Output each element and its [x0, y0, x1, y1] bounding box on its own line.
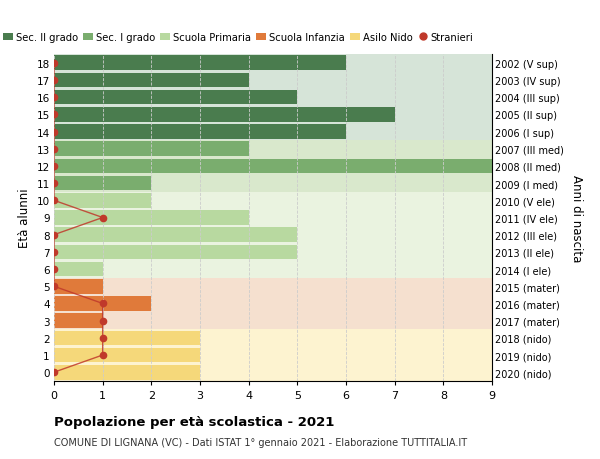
Bar: [54, 176, 151, 191]
Bar: [54, 364, 492, 381]
Bar: [54, 141, 492, 158]
Bar: [54, 125, 346, 140]
Bar: [54, 261, 492, 278]
Bar: [54, 108, 395, 123]
Bar: [54, 280, 103, 294]
Bar: [54, 194, 151, 208]
Bar: [54, 91, 298, 105]
Bar: [54, 72, 492, 90]
Bar: [54, 90, 492, 106]
Bar: [54, 142, 248, 157]
Bar: [54, 209, 492, 227]
Legend: Sec. II grado, Sec. I grado, Scuola Primaria, Scuola Infanzia, Asilo Nido, Stran: Sec. II grado, Sec. I grado, Scuola Prim…: [0, 29, 477, 47]
Bar: [54, 348, 200, 363]
Bar: [54, 106, 492, 123]
Bar: [54, 313, 492, 330]
Bar: [54, 73, 248, 88]
Bar: [54, 313, 103, 328]
Bar: [54, 227, 492, 244]
Bar: [54, 211, 248, 225]
Y-axis label: Età alunni: Età alunni: [18, 188, 31, 248]
Bar: [54, 331, 200, 345]
Bar: [54, 365, 200, 380]
Bar: [54, 297, 151, 311]
Bar: [54, 56, 346, 71]
Bar: [54, 295, 492, 313]
Text: COMUNE DI LIGNANA (VC) - Dati ISTAT 1° gennaio 2021 - Elaborazione TUTTITALIA.IT: COMUNE DI LIGNANA (VC) - Dati ISTAT 1° g…: [54, 437, 467, 447]
Bar: [54, 158, 492, 175]
Bar: [54, 330, 492, 347]
Bar: [54, 347, 492, 364]
Bar: [54, 228, 298, 242]
Y-axis label: Anni di nascita: Anni di nascita: [570, 174, 583, 262]
Bar: [54, 278, 492, 295]
Bar: [54, 55, 492, 72]
Bar: [54, 159, 492, 174]
Text: Popolazione per età scolastica - 2021: Popolazione per età scolastica - 2021: [54, 415, 334, 428]
Bar: [54, 192, 492, 209]
Bar: [54, 123, 492, 141]
Bar: [54, 262, 103, 277]
Bar: [54, 175, 492, 192]
Bar: [54, 245, 298, 260]
Bar: [54, 244, 492, 261]
